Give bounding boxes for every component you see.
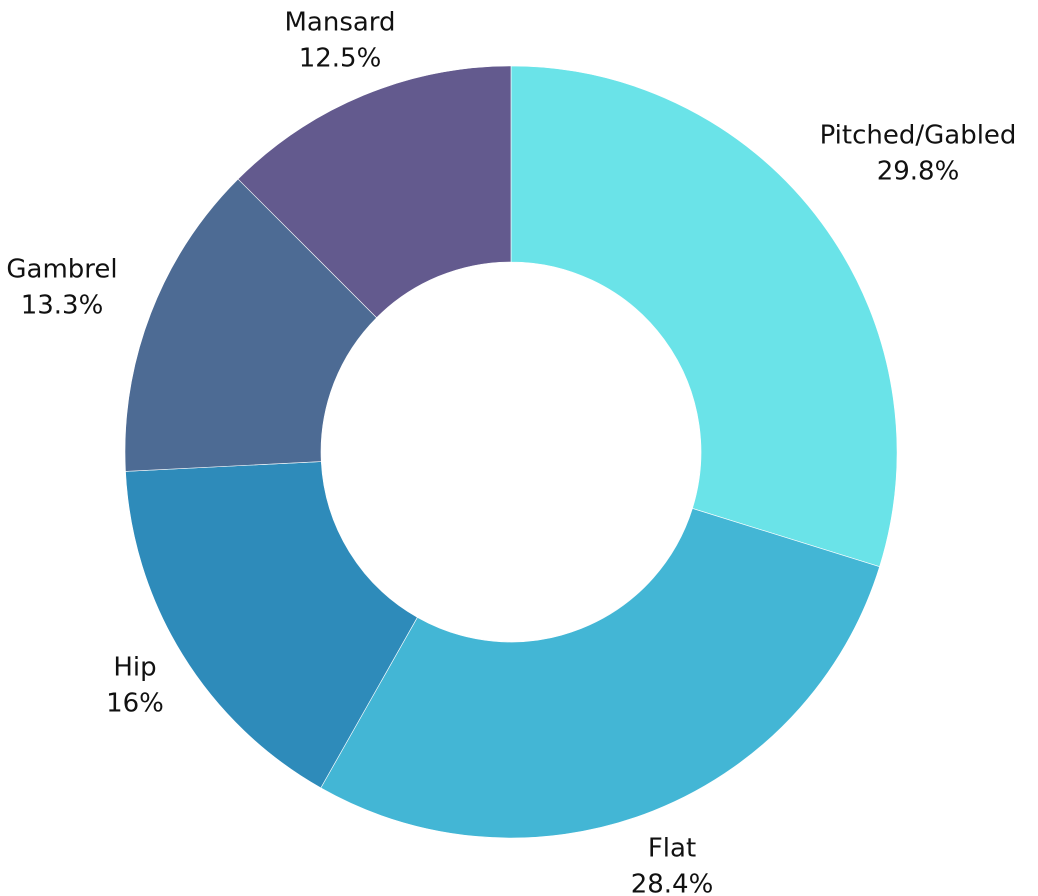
slice-value-label: 29.8% <box>877 157 960 187</box>
slice-label: Mansard <box>284 8 395 38</box>
slice-label: Pitched/Gabled <box>820 121 1017 151</box>
donut-slice <box>320 508 880 839</box>
slice-value-label: 16% <box>106 689 164 719</box>
slice-label: Flat <box>648 834 696 864</box>
donut-slice <box>510 65 898 568</box>
slice-value-label: 12.5% <box>299 44 382 74</box>
slice-label: Hip <box>113 653 156 683</box>
donut-slice <box>237 65 512 319</box>
slice-value-label: 13.3% <box>21 291 104 321</box>
slice-value-label: 28.4% <box>631 870 714 896</box>
donut-slice <box>125 461 418 789</box>
slice-label: Gambrel <box>6 255 117 285</box>
donut-slice <box>124 178 378 472</box>
